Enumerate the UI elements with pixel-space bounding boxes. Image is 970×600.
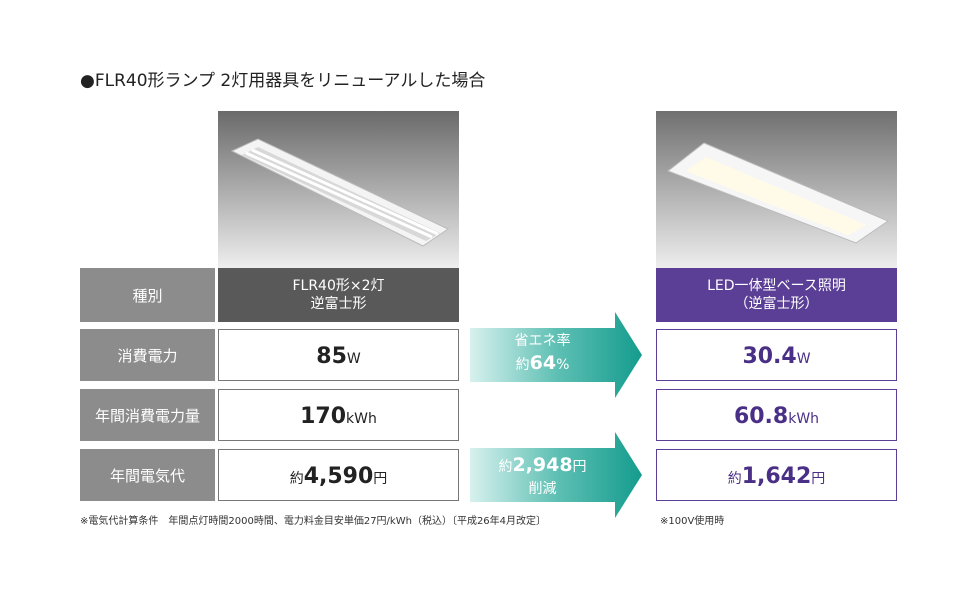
arrow-number: 2,948: [512, 454, 573, 476]
arrow-prefix: 約: [498, 459, 513, 475]
value-prefix: 約: [727, 471, 742, 487]
arrow-unit: 円: [572, 459, 587, 475]
value-unit: 円: [811, 471, 826, 487]
header-line: FLR40形×2灯: [292, 278, 385, 294]
value-number: 60.8: [733, 404, 789, 429]
header-after: LED一体型ベース照明 （逆富士形）: [656, 268, 897, 322]
note: ※電気代計算条件 年間点灯時間2000時間、電力料金目安単価27円/kWh（税込…: [80, 516, 547, 527]
value-number: 30.4: [742, 344, 797, 369]
value-cell: 85 W: [218, 329, 459, 381]
value-unit: W: [346, 351, 361, 367]
title: ●FLR40形ランプ 2灯用器具をリニューアルした場合: [80, 71, 486, 91]
header-before: FLR40形×2灯 逆富士形: [218, 268, 459, 322]
value-cell: 170 kWh: [218, 389, 459, 441]
value-cell: 60.8 kWh: [656, 389, 897, 441]
arrow-text: 約2,948円 削減: [470, 454, 615, 500]
arrows: [470, 312, 642, 518]
arrow-text: 省エネ率 約64%: [470, 330, 615, 376]
row-label: 年間電気代: [80, 449, 215, 501]
value-prefix: 約: [289, 471, 304, 487]
value-unit: kWh: [346, 411, 377, 427]
header-line: LED一体型ベース照明: [707, 278, 846, 294]
fixture-image-before: [218, 111, 459, 268]
note: ※100V使用時: [660, 516, 725, 527]
arrow-unit: %: [556, 357, 570, 373]
value-number: 85: [316, 344, 347, 369]
value-number: 170: [300, 404, 347, 429]
value-unit: W: [796, 351, 811, 367]
fixture-image-after: [656, 111, 897, 268]
value-unit: 円: [373, 471, 388, 487]
header-label: 種別: [80, 268, 215, 322]
value-unit: kWh: [788, 411, 820, 427]
row-label: 年間消費電力量: [80, 389, 215, 441]
value-cell: 30.4 W: [656, 329, 897, 381]
value-number: 1,642: [741, 464, 812, 489]
arrow-caption: 省エネ率: [514, 333, 571, 349]
header-line: 逆富士形: [310, 296, 367, 312]
value-cell: 約 1,642 円: [656, 449, 897, 501]
arrow-number: 64: [529, 352, 557, 374]
arrow-prefix: 約: [515, 357, 530, 373]
header-line: （逆富士形）: [734, 296, 819, 312]
arrow-caption: 削減: [528, 481, 557, 497]
value-cell: 約 4,590 円: [218, 449, 459, 501]
row-label: 消費電力: [80, 329, 215, 381]
value-number: 4,590: [303, 464, 374, 489]
